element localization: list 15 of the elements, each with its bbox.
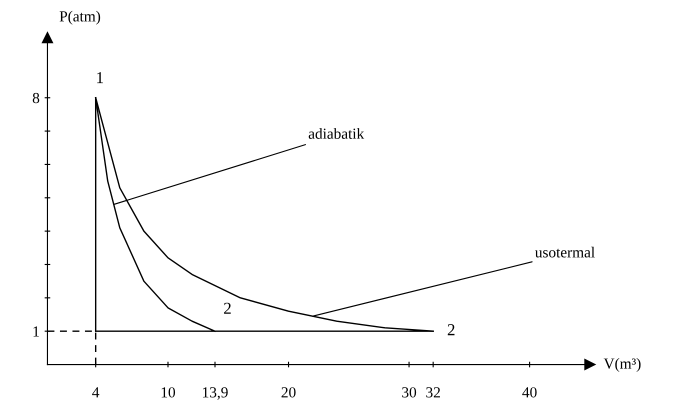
annotation: 2	[448, 324, 454, 336]
y-axis-title: P(atm)	[60, 10, 100, 25]
x-tick-label: 40	[522, 387, 537, 398]
x-tick-label: 20	[282, 387, 296, 398]
x-tick-label: 32	[426, 387, 440, 398]
annotation: adiabatik	[308, 128, 364, 139]
x-tick-label: 30	[402, 387, 416, 398]
annotation: 1	[97, 72, 104, 84]
x-tick-label: 10	[162, 387, 176, 398]
x-tick-label: 13,9	[202, 387, 228, 400]
x-tick-label: 4	[92, 387, 100, 398]
annotation: 2	[224, 302, 231, 314]
annotation: usotermal	[535, 246, 595, 258]
y-tick-label: 8	[32, 92, 40, 104]
x-axis-title: V(m³)	[604, 358, 641, 372]
